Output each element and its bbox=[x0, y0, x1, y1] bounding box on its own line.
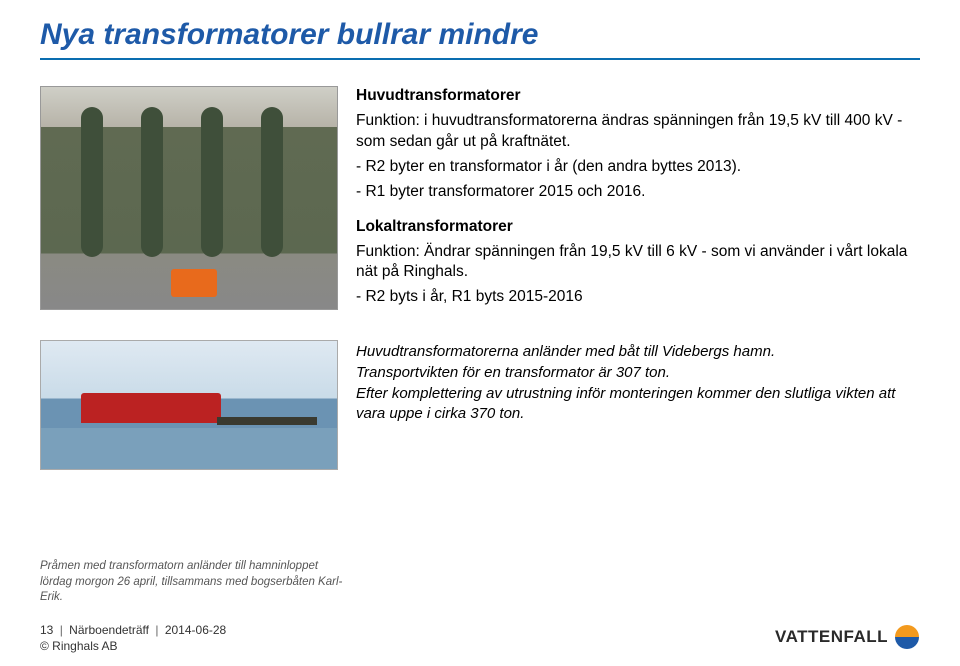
caption-l3: Efter komplettering av utrustning inför … bbox=[356, 384, 920, 425]
slide: Nya transformatorer bullrar mindre Huvud… bbox=[0, 0, 960, 666]
vattenfall-logo: VATTENFALL bbox=[775, 624, 920, 650]
title-rule bbox=[40, 58, 920, 60]
logo-icon bbox=[894, 624, 920, 650]
section1-p3: - R1 byter transformatorer 2015 och 2016… bbox=[356, 182, 920, 203]
footer-copyright: © Ringhals AB bbox=[40, 639, 118, 653]
footer-date: 2014-06-28 bbox=[165, 623, 226, 637]
caption-l2: Transportvikten för en transformator är … bbox=[356, 363, 920, 384]
row-2: Huvudtransformatorerna anländer med båt … bbox=[40, 340, 920, 470]
section2-p1: Funktion: Ändrar spänningen från 19,5 kV… bbox=[356, 242, 920, 284]
section2: Lokaltransformatorer Funktion: Ändrar sp… bbox=[356, 217, 920, 309]
section2-heading: Lokaltransformatorer bbox=[356, 218, 513, 235]
photo-harbor bbox=[40, 340, 338, 470]
footer-sep: | bbox=[60, 623, 63, 637]
footer-event: Närboendeträff bbox=[69, 623, 149, 637]
footer-page: 13 bbox=[40, 623, 53, 637]
row-1: Huvudtransformatorer Funktion: i huvudtr… bbox=[40, 86, 920, 312]
section2-p2: - R2 byts i år, R1 byts 2015-2016 bbox=[356, 287, 920, 308]
section1-heading: Huvudtransformatorer bbox=[356, 87, 521, 104]
photo-harbor-caption: Pråmen med transformatorn anländer till … bbox=[40, 559, 350, 606]
footer: 13 | Närboendeträff | 2014-06-28 © Ringh… bbox=[40, 622, 226, 654]
logo-text: VATTENFALL bbox=[775, 627, 888, 647]
caption-column: Huvudtransformatorerna anländer med båt … bbox=[356, 340, 920, 470]
section1-p2: - R2 byter en transformator i år (den an… bbox=[356, 157, 920, 178]
footer-sep: | bbox=[155, 623, 158, 637]
caption-l1: Huvudtransformatorerna anländer med båt … bbox=[356, 342, 920, 363]
section1-p1: Funktion: i huvudtransformatorerna ändra… bbox=[356, 111, 920, 153]
photo-transformer bbox=[40, 86, 338, 310]
text-column-1: Huvudtransformatorer Funktion: i huvudtr… bbox=[356, 86, 920, 312]
page-title: Nya transformatorer bullrar mindre bbox=[40, 18, 920, 52]
